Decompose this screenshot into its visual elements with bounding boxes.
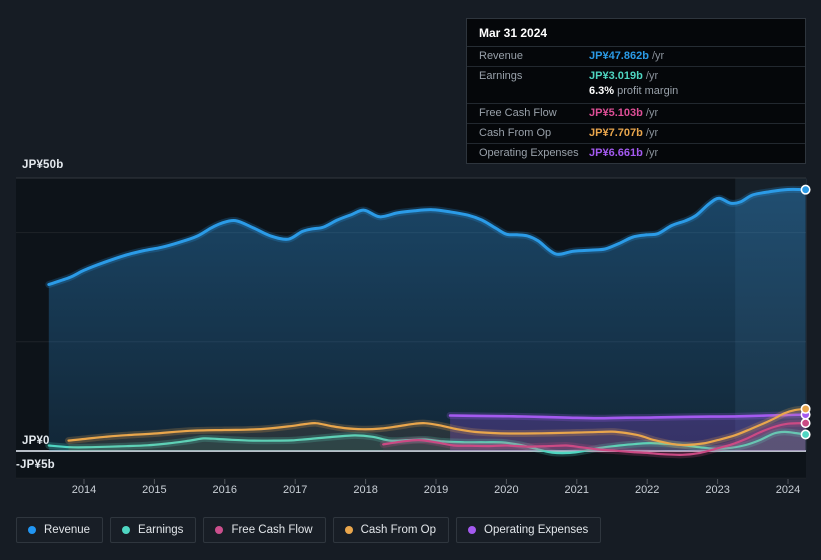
tooltip-label: Revenue xyxy=(479,50,524,62)
tooltip-row-free-cash-flow: Free Cash Flow JP¥5.103b /yr xyxy=(467,104,805,124)
operating-expenses-dot-icon xyxy=(468,526,477,534)
tooltip-row-revenue: Revenue JP¥47.862b /yr xyxy=(467,47,805,67)
legend-item-free-cash-flow[interactable]: Free Cash Flow xyxy=(203,517,326,543)
legend-label: Revenue xyxy=(44,524,91,536)
tooltip-row-cash-from-op: Cash From Op JP¥7.707b /yr xyxy=(467,124,805,144)
x-axis-year-label: 2022 xyxy=(634,484,660,496)
tooltip-label: Free Cash Flow xyxy=(479,107,557,119)
free-cash-flow-dot-icon xyxy=(215,526,224,534)
tooltip-profit-margin: 6.3% profit margin xyxy=(467,84,805,104)
tooltip-row-earnings: Earnings JP¥3.019b /yr xyxy=(467,67,805,84)
earnings-dot-icon xyxy=(122,526,131,534)
legend-item-cash-from-op[interactable]: Cash From Op xyxy=(332,517,450,543)
tooltip-value: JP¥7.707b /yr xyxy=(589,127,659,139)
tooltip-label: Earnings xyxy=(479,70,523,82)
x-axis-year-label: 2015 xyxy=(142,484,167,496)
legend-item-revenue[interactable]: Revenue xyxy=(16,517,104,543)
legend-item-earnings[interactable]: Earnings xyxy=(110,517,197,543)
x-axis-year-label: 2014 xyxy=(71,484,97,496)
tooltip-value: JP¥6.661b /yr xyxy=(589,147,659,159)
legend-label: Cash From Op xyxy=(360,524,437,536)
tooltip-label: Cash From Op xyxy=(479,127,552,139)
x-axis-year-label: 2020 xyxy=(494,484,519,496)
revenue-dot-icon xyxy=(28,526,36,534)
x-axis-year-label: 2021 xyxy=(564,484,590,496)
tooltip-label: Operating Expenses xyxy=(479,147,579,159)
tooltip-value: JP¥47.862b /yr xyxy=(589,50,665,62)
x-axis-year-label: 2024 xyxy=(775,484,801,496)
legend-label: Earnings xyxy=(138,524,184,536)
x-axis-year-label: 2017 xyxy=(282,484,308,496)
x-axis-year-label: 2016 xyxy=(212,484,238,496)
tooltip-date: Mar 31 2024 xyxy=(467,19,805,47)
legend-label: Free Cash Flow xyxy=(231,524,313,536)
chart-tooltip: Mar 31 2024 Revenue JP¥47.862b /yr Earni… xyxy=(466,18,806,164)
legend-label: Operating Expenses xyxy=(484,524,589,536)
tooltip-row-operating-expenses: Operating Expenses JP¥6.661b /yr xyxy=(467,144,805,163)
y-axis-label-50b: JP¥50b xyxy=(22,159,64,171)
x-axis-year-label: 2018 xyxy=(353,484,378,496)
cash-from-op-dot-icon xyxy=(344,526,353,534)
legend-item-operating-expenses[interactable]: Operating Expenses xyxy=(456,517,602,543)
tooltip-value: JP¥5.103b /yr xyxy=(589,107,659,119)
tooltip-value: JP¥3.019b /yr xyxy=(589,70,659,82)
x-axis-year-label: 2023 xyxy=(705,484,730,496)
chart-legend: Revenue Earnings Free Cash Flow Cash Fro… xyxy=(16,517,602,543)
y-axis-label-0: JP¥0 xyxy=(22,435,50,447)
x-axis-year-label: 2019 xyxy=(423,484,449,496)
y-axis-label-neg5b: -JP¥5b xyxy=(16,459,55,471)
